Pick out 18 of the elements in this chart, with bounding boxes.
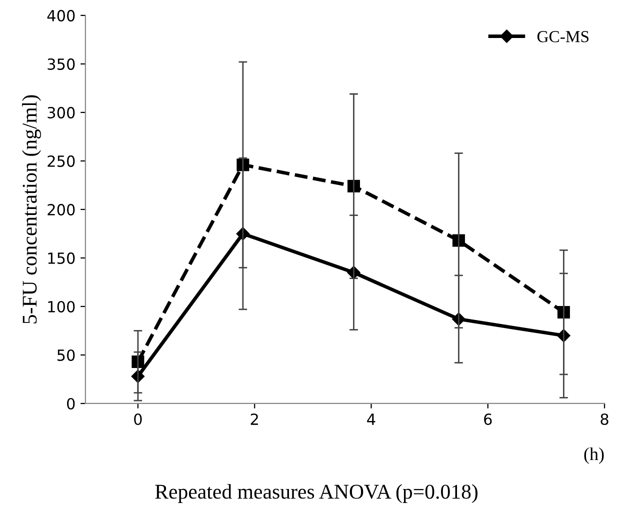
x-tick-label: 0 xyxy=(134,413,142,426)
y-tick-label: 350 xyxy=(48,58,75,70)
y-axis-title: 5-FU concentration (ng/ml) xyxy=(22,95,42,324)
y-tick-label: 300 xyxy=(48,106,75,118)
x-axis-title: (h) xyxy=(584,447,604,464)
y-tick-label: 200 xyxy=(48,204,75,216)
y-tick-label: 250 xyxy=(48,155,75,167)
y-tick-label: 50 xyxy=(57,349,75,362)
text: Repeated measures ANOVA (p=0.018) xyxy=(155,484,478,504)
x-tick-label: 4 xyxy=(367,414,376,425)
y-tick-label: 100 xyxy=(48,300,75,312)
x-tick-label: 8 xyxy=(600,413,608,426)
y-tick-label: 150 xyxy=(48,252,75,264)
x-tick-label: 2 xyxy=(250,413,258,425)
legend-label: GC-MS xyxy=(537,31,588,42)
y-tick-label: 0 xyxy=(67,398,75,410)
y-tick-label: 400 xyxy=(47,10,75,22)
x-tick-label: 6 xyxy=(484,413,492,426)
